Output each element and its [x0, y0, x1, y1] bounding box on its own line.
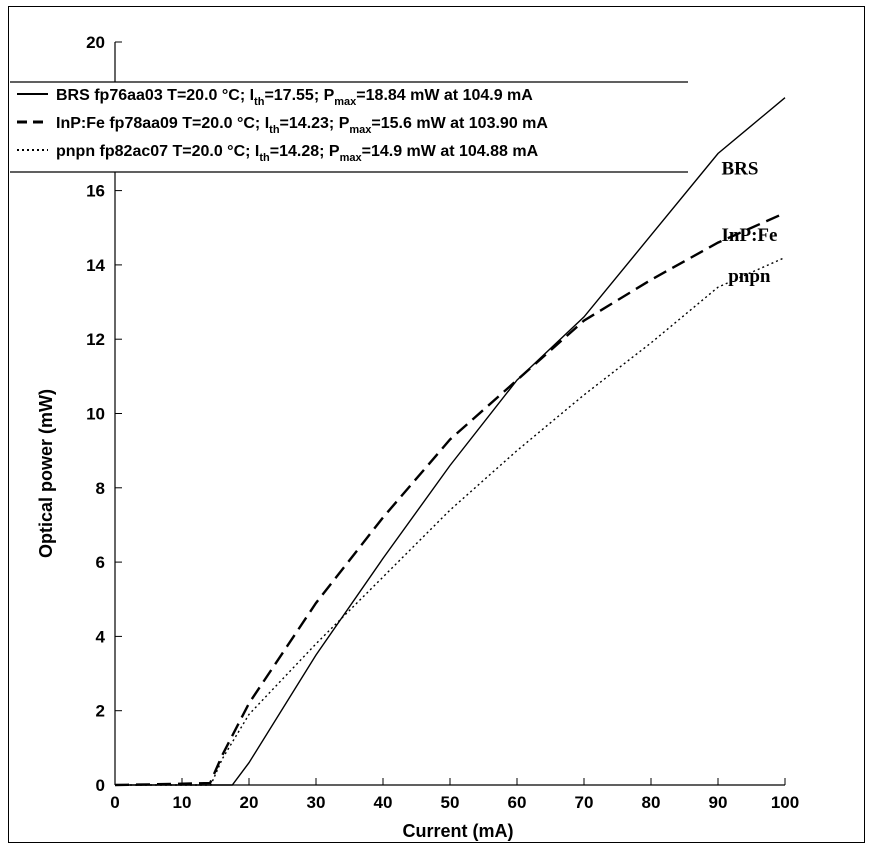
legend-text-part: BRS fp76aa03 T=20.0 °C; I [56, 87, 254, 104]
legend-text-part: =18.84 mW at 104.9 mA [356, 87, 533, 104]
y-axis-label: Optical power (mW) [36, 389, 56, 558]
y-tick-label: 12 [86, 330, 105, 349]
legend-subscript: th [269, 124, 280, 136]
legend-text-part: =14.28; P [270, 143, 340, 160]
series-line-inp-fe [114, 211, 786, 787]
x-tick-label: 90 [709, 793, 728, 812]
series-annotation: InP:Fe [722, 225, 778, 246]
legend-entry: pnpn fp82ac07 T=20.0 °C; Ith=14.28; Pmax… [56, 143, 539, 164]
y-tick-label: 0 [96, 776, 105, 795]
x-tick-label: 100 [771, 793, 799, 812]
legend-text-part: =15.6 mW at 103.90 mA [371, 115, 548, 132]
y-tick-label: 6 [96, 553, 105, 572]
x-axis-label: Current (mA) [403, 821, 514, 841]
y-tick-label: 20 [86, 33, 105, 52]
y-tick-label: 14 [86, 256, 105, 275]
legend-subscript: max [349, 124, 372, 136]
y-tick-label: 16 [86, 182, 105, 201]
y-tick-label: 4 [96, 627, 106, 646]
legend-text-part: =17.55; P [264, 87, 334, 104]
x-tick-label: 60 [508, 793, 527, 812]
y-tick-label: 8 [96, 479, 105, 498]
legend-subscript: max [334, 96, 357, 108]
series-line-brs [115, 97, 786, 786]
x-tick-label: 30 [307, 793, 326, 812]
legend-subscript: max [340, 152, 363, 164]
legend-text-part: =14.9 mW at 104.88 mA [362, 143, 539, 160]
legend-background [10, 82, 688, 172]
x-tick-label: 20 [240, 793, 259, 812]
x-tick-label: 50 [441, 793, 460, 812]
y-tick-label: 10 [86, 405, 105, 424]
legend-entry: BRS fp76aa03 T=20.0 °C; Ith=17.55; Pmax=… [56, 87, 533, 108]
legend-text-part: InP:Fe fp78aa09 T=20.0 °C; I [56, 115, 269, 132]
x-tick-label: 10 [173, 793, 192, 812]
x-tick-label: 40 [374, 793, 393, 812]
x-tick-label: 80 [642, 793, 661, 812]
legend-entry: InP:Fe fp78aa09 T=20.0 °C; Ith=14.23; Pm… [56, 115, 548, 136]
legend-text-part: pnpn fp82ac07 T=20.0 °C; I [56, 143, 259, 160]
legend-subscript: th [254, 96, 265, 108]
series-annotation: BRS [722, 158, 759, 179]
x-tick-label: 70 [575, 793, 594, 812]
y-tick-label: 2 [96, 702, 105, 721]
series-line-pnpn [115, 256, 786, 786]
series-annotation: pnpn [728, 266, 771, 287]
legend-subscript: th [259, 152, 270, 164]
chart-frame [8, 6, 865, 843]
x-tick-label: 0 [110, 793, 119, 812]
legend-text-part: =14.23; P [280, 115, 350, 132]
